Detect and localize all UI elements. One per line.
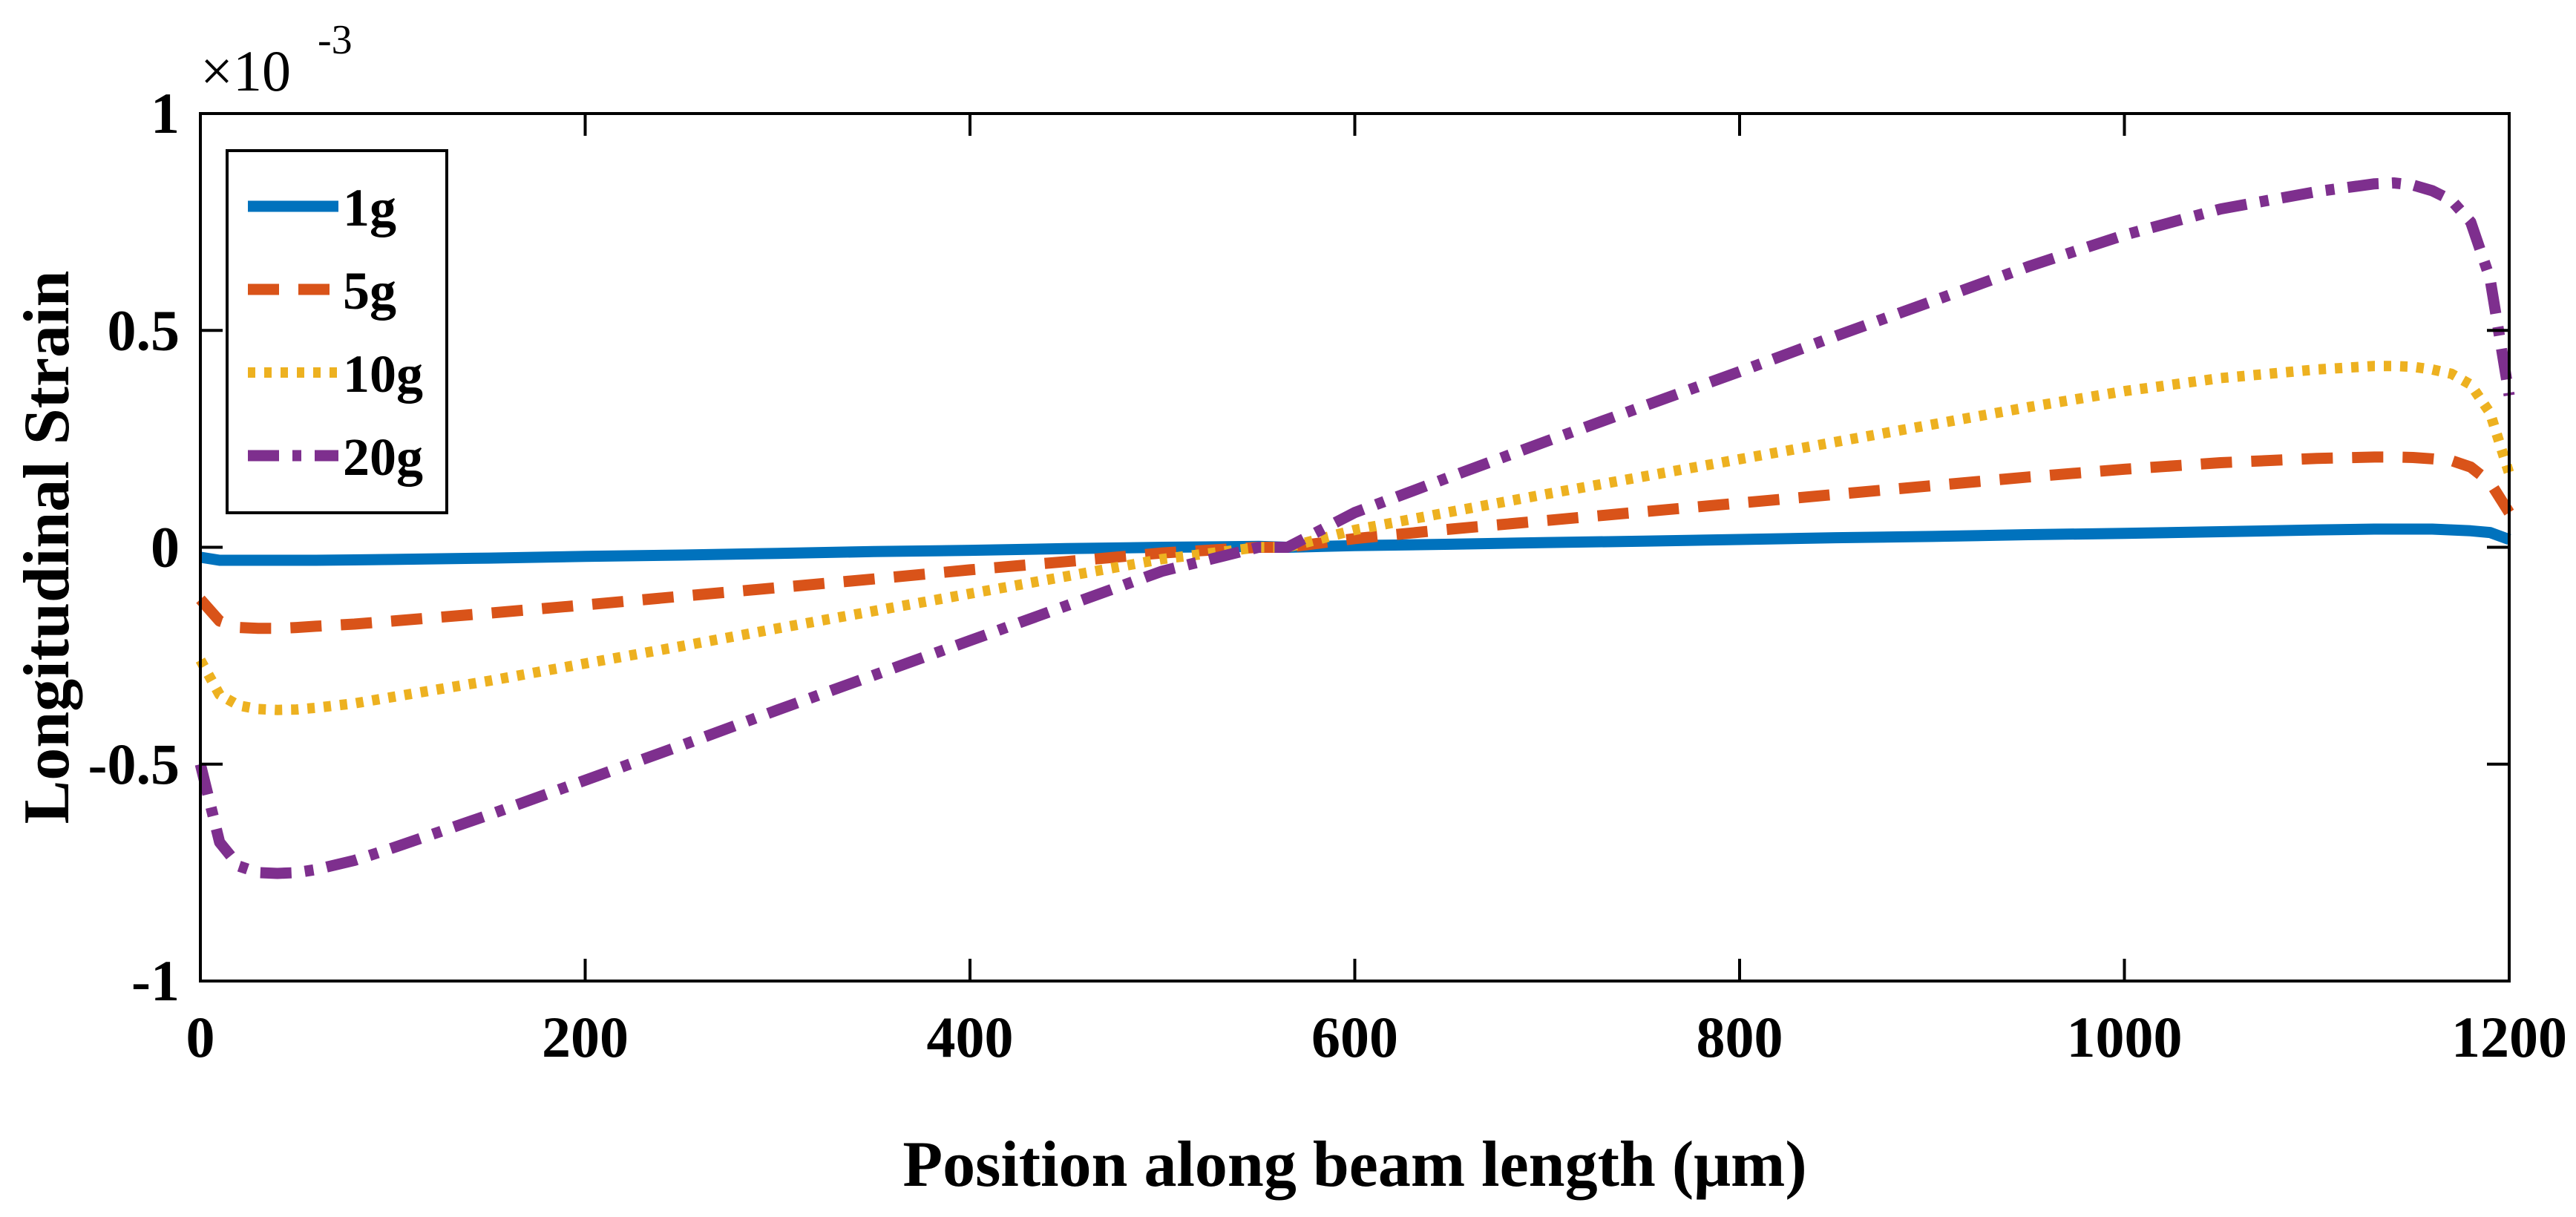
y-axis-multiplier-exponent: -3 [318,17,353,63]
series-line-20g [194,177,2515,879]
legend-label-20g: 20g [343,427,423,487]
x-tick-label: 1000 [2067,1005,2183,1069]
x-tick-label: 200 [542,1005,629,1069]
series-line-5g [196,451,2514,634]
x-tick-label: 600 [1311,1005,1398,1069]
legend: 1g 5g 10g 20g [226,149,448,514]
x-tick-label: 1200 [2451,1005,2567,1069]
x-tick-label: 0 [186,1005,215,1069]
y-axis-label: Longitudinal Strain [11,271,83,824]
y-tick-label: 0 [151,515,180,580]
y-axis-multiplier: ×10 [200,39,291,103]
legend-label-5g: 5g [343,261,396,321]
y-tick-label: -1 [131,948,180,1013]
y-tick-label: 0.5 [108,298,180,362]
y-tick-label: 1 [151,81,180,145]
legend-label-1g: 1g [343,178,396,237]
x-tick-label: 800 [1697,1005,1783,1069]
axis-ticks: 0 200 400 600 800 1000 1200 1 0.5 0 -0.5 -1 [88,81,2567,1069]
y-tick-label: -0.5 [88,732,180,796]
x-axis-label: Position along beam length (μm) [902,1129,1806,1201]
x-tick-label: 400 [927,1005,1014,1069]
legend-label-10g: 10g [343,344,423,404]
series-line-10g [195,361,2514,715]
series-layer [194,177,2515,879]
